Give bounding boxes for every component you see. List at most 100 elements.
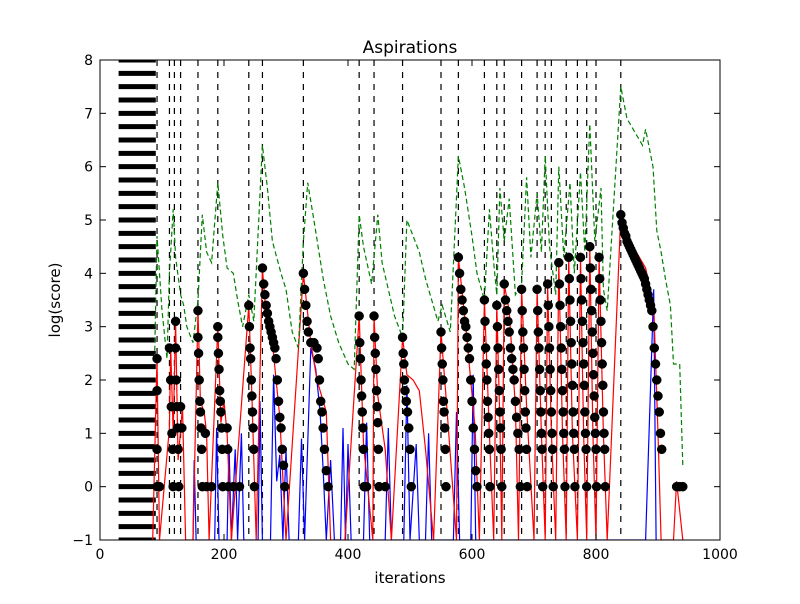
- data-point-marker: [654, 407, 664, 417]
- data-point-marker: [575, 252, 586, 263]
- data-point-marker: [652, 375, 662, 385]
- data-point-marker: [173, 481, 184, 492]
- data-point-marker: [272, 375, 283, 385]
- data-point-marker: [546, 407, 557, 417]
- data-point-marker: [581, 444, 591, 455]
- data-point-marker: [578, 359, 589, 369]
- data-point-marker: [568, 407, 578, 417]
- data-point-marker: [557, 385, 568, 396]
- data-point-marker: [317, 407, 327, 417]
- data-point-marker: [214, 364, 224, 375]
- data-point-marker: [213, 332, 223, 343]
- data-point-marker: [510, 396, 521, 407]
- data-point-marker: [588, 348, 598, 359]
- data-point-marker: [598, 380, 608, 391]
- blue-series-line: [192, 289, 657, 540]
- data-point-marker: [544, 321, 554, 332]
- data-point-marker: [258, 279, 269, 289]
- data-point-marker: [581, 481, 592, 492]
- data-point-marker: [480, 343, 491, 353]
- data-point-marker: [319, 444, 330, 455]
- data-point-marker: [470, 465, 481, 476]
- data-point-marker: [244, 300, 254, 311]
- data-point-marker: [171, 375, 182, 385]
- data-point-marker: [548, 481, 558, 492]
- y-tick-label: −1: [72, 533, 93, 549]
- data-point-marker: [402, 407, 413, 417]
- data-point-marker: [656, 444, 667, 455]
- data-point-marker: [456, 284, 466, 295]
- data-point-marker: [454, 268, 465, 279]
- data-point-marker: [518, 327, 528, 337]
- data-point-marker: [649, 343, 660, 353]
- data-point-marker: [276, 423, 286, 433]
- x-axis-label: iterations: [374, 569, 445, 587]
- data-point-marker: [461, 321, 471, 332]
- data-point-marker: [481, 359, 492, 369]
- data-point-marker: [398, 348, 408, 359]
- data-point-marker: [458, 305, 469, 316]
- y-tick-label: 6: [84, 160, 93, 176]
- data-point-marker: [441, 481, 451, 492]
- data-point-marker: [556, 343, 567, 353]
- data-point-marker: [590, 412, 600, 423]
- data-point-marker: [249, 444, 259, 455]
- y-tick-label: 4: [84, 266, 93, 282]
- data-point-marker: [321, 465, 332, 476]
- data-point-marker: [152, 385, 162, 396]
- data-point-marker: [356, 375, 366, 385]
- plot-frame: [99, 59, 721, 541]
- data-point-marker: [559, 428, 569, 439]
- data-point-marker: [586, 305, 597, 316]
- data-point-marker: [534, 343, 544, 353]
- data-point-marker: [566, 337, 576, 348]
- data-point-marker: [213, 321, 223, 332]
- data-point-marker: [355, 337, 365, 348]
- data-point-marker: [492, 300, 502, 311]
- data-point-marker: [492, 321, 503, 332]
- data-point-marker: [380, 481, 390, 492]
- data-point-marker: [355, 353, 366, 364]
- data-point-marker: [521, 423, 531, 433]
- data-point-marker: [247, 391, 257, 401]
- data-point-marker: [578, 337, 588, 348]
- data-point-marker: [591, 444, 601, 455]
- data-point-marker: [280, 481, 290, 492]
- data-point-marker: [537, 481, 548, 492]
- data-point-marker: [495, 407, 505, 417]
- data-point-marker: [519, 385, 530, 396]
- data-point-marker: [152, 353, 162, 364]
- data-point-marker: [245, 343, 255, 353]
- x-tick-label: 200: [211, 547, 238, 563]
- data-point-marker: [479, 295, 490, 305]
- data-point-marker: [521, 444, 532, 455]
- data-point-marker: [484, 444, 495, 455]
- data-point-marker: [505, 343, 516, 353]
- y-tick-label: 3: [84, 320, 93, 336]
- data-point-marker: [532, 305, 543, 316]
- data-point-marker: [405, 444, 415, 455]
- data-point-marker: [564, 273, 575, 284]
- data-point-marker: [563, 252, 574, 263]
- data-point-marker: [439, 407, 449, 417]
- data-point-marker: [358, 423, 368, 433]
- data-point-marker: [312, 343, 322, 353]
- data-point-marker: [533, 327, 544, 337]
- data-point-marker: [577, 316, 588, 327]
- data-point-marker: [358, 444, 369, 455]
- x-tick-label: 800: [583, 547, 610, 563]
- y-tick-label: 7: [84, 106, 93, 122]
- chart-title: Aspirations: [363, 38, 458, 58]
- data-point-marker: [438, 396, 449, 407]
- data-point-marker: [616, 209, 626, 220]
- y-axis-label: log(score): [46, 263, 64, 338]
- data-point-marker: [214, 385, 225, 396]
- data-point-marker: [495, 423, 506, 433]
- data-point-marker: [557, 364, 567, 375]
- x-tick-label: 1000: [702, 547, 738, 563]
- data-point-marker: [483, 412, 493, 423]
- data-point-marker: [173, 444, 183, 455]
- data-point-marker: [493, 343, 503, 353]
- data-point-marker: [555, 300, 565, 311]
